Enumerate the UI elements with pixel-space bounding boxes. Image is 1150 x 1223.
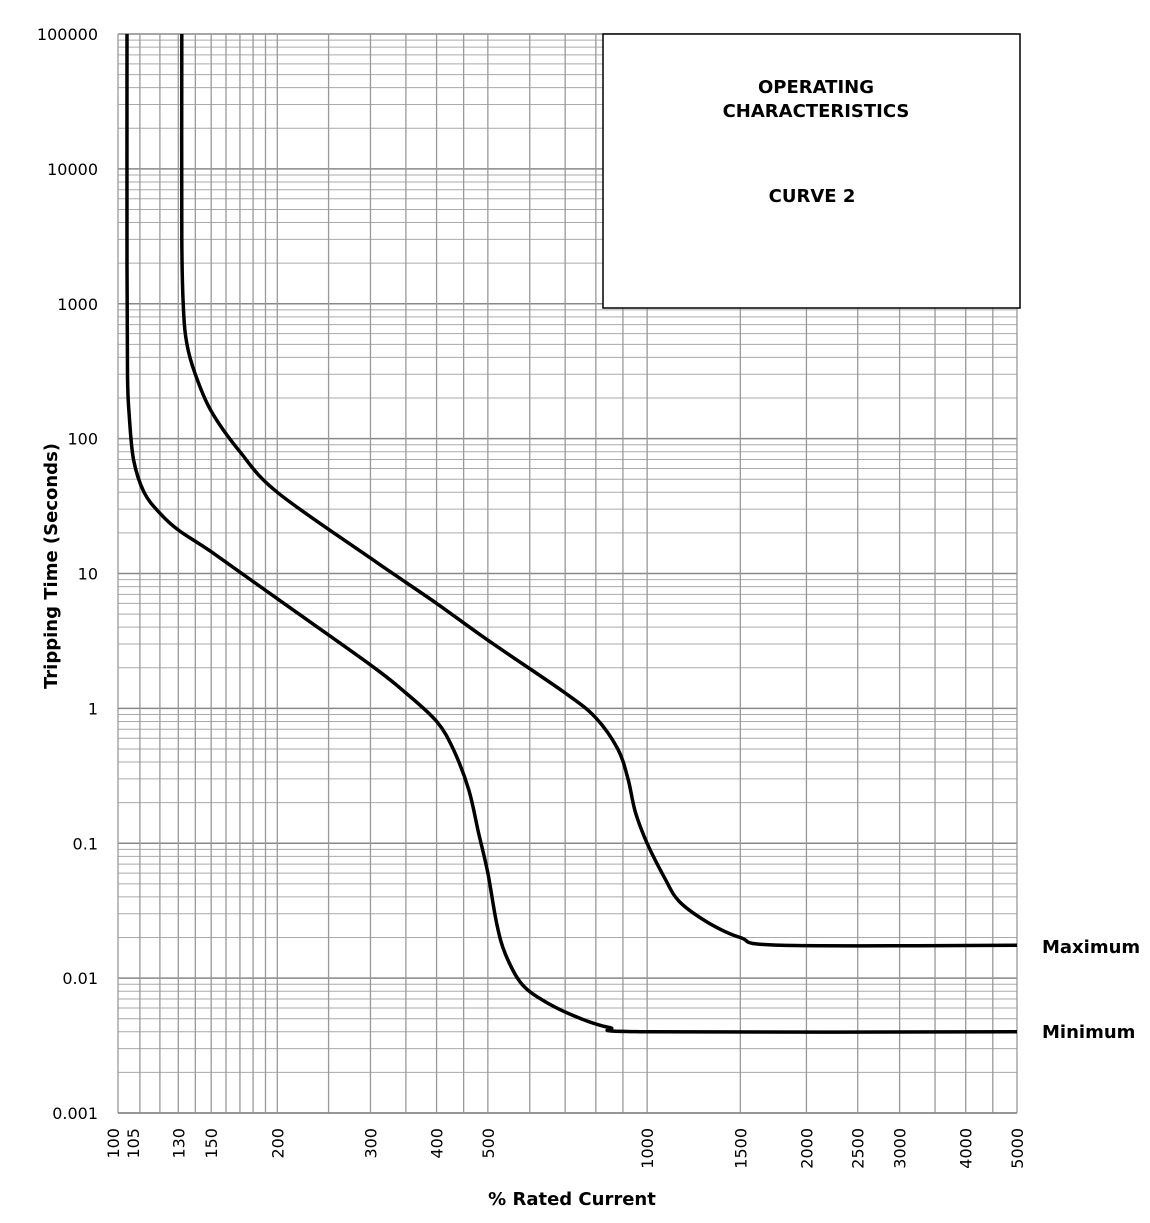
series-line-maximum	[179, 33, 1018, 948]
y-axis-ticks: 100000 10000 1000 100 10 1 0.1 0.01 0.001	[37, 25, 98, 1123]
y-tick-label: 0.1	[73, 834, 98, 853]
x-tick-label: 1500	[731, 1128, 750, 1169]
x-tick-label: 150	[202, 1128, 221, 1159]
y-tick-label: 100000	[37, 25, 98, 44]
y-tick-label: 1000	[57, 295, 98, 314]
chart-grid	[117, 33, 1018, 1114]
x-tick-label: 2000	[797, 1128, 816, 1169]
chart-title-line-2: CHARACTERISTICS	[723, 101, 910, 122]
chart-title-line-1: OPERATING	[758, 77, 874, 98]
chart-subtitle: CURVE 2	[769, 186, 856, 207]
y-tick-label: 0.01	[62, 969, 98, 988]
x-tick-label: 400	[428, 1128, 447, 1159]
chart-series	[125, 33, 1018, 1034]
x-tick-label: 3000	[891, 1128, 910, 1169]
x-tick-label: 500	[479, 1128, 498, 1159]
series-line-minimum	[125, 33, 1018, 1034]
x-tick-label: 130	[169, 1128, 188, 1159]
x-tick-label: 105	[124, 1128, 143, 1159]
x-tick-label: 5000	[1008, 1128, 1027, 1169]
series-label-minimum: Minimum	[1042, 1022, 1135, 1043]
y-tick-label: 1	[88, 699, 98, 718]
chart-title-box	[602, 33, 1021, 309]
x-tick-label: 300	[362, 1128, 381, 1159]
y-tick-label: 100	[67, 430, 98, 449]
x-tick-label: 1000	[638, 1128, 657, 1169]
x-tick-label: 2500	[849, 1128, 868, 1169]
x-axis-ticks: 100 105 130 150 200 300 400 500 1000 1500 2000 2500…	[104, 1128, 1027, 1169]
x-tick-label: 4000	[957, 1128, 976, 1169]
x-axis-title: % Rated Current	[488, 1189, 656, 1210]
y-tick-label: 10	[78, 565, 98, 584]
y-axis-title: Tripping Time (Seconds)	[41, 443, 62, 689]
y-tick-label: 0.001	[52, 1104, 98, 1123]
x-tick-label: 100	[104, 1128, 123, 1159]
series-label-maximum: Maximum	[1042, 937, 1140, 958]
x-tick-label: 200	[268, 1128, 287, 1159]
y-tick-label: 10000	[47, 160, 98, 179]
